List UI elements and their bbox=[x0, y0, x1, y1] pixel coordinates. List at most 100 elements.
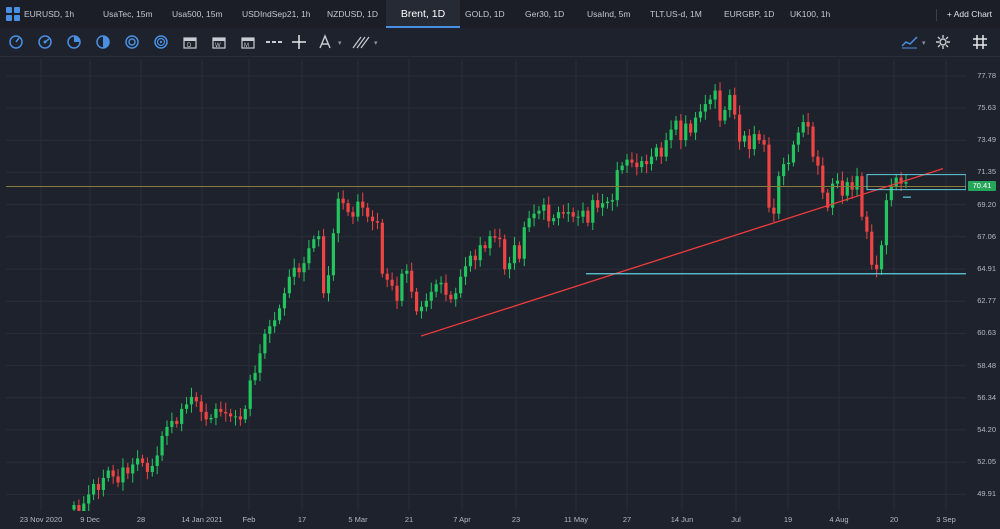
candle-body bbox=[292, 267, 296, 277]
y-tick-label: 60.63 bbox=[977, 328, 996, 338]
pie-icon[interactable] bbox=[64, 32, 84, 52]
tab-9[interactable]: TLT.US-d, 1M bbox=[650, 9, 702, 19]
y-tick-label: 54.20 bbox=[977, 424, 996, 434]
candle-body bbox=[248, 380, 252, 409]
candle-body bbox=[439, 282, 443, 285]
crosshair-icon[interactable] bbox=[289, 32, 309, 52]
tab-1[interactable]: UsaTec, 15m bbox=[103, 9, 153, 19]
candle-body bbox=[214, 408, 218, 418]
candle-body bbox=[77, 504, 81, 511]
candle-body bbox=[454, 293, 458, 300]
x-tick-label: 7 Apr bbox=[453, 515, 471, 524]
candle-body bbox=[679, 120, 683, 141]
tab-0[interactable]: EURUSD, 1h bbox=[24, 9, 75, 19]
candle-body bbox=[879, 245, 884, 270]
candle-body bbox=[566, 212, 570, 214]
tab-4[interactable]: NZDUSD, 1D bbox=[327, 9, 379, 19]
candle-body bbox=[370, 216, 375, 222]
crosshair-circle-icon[interactable] bbox=[6, 32, 26, 52]
target-icon[interactable] bbox=[122, 32, 142, 52]
candle-body bbox=[796, 132, 800, 145]
candle-body bbox=[82, 503, 86, 511]
candle-body bbox=[140, 458, 145, 463]
candle-body bbox=[253, 372, 257, 381]
candle-body bbox=[630, 159, 634, 163]
candle-body bbox=[649, 156, 654, 165]
candle-body bbox=[199, 401, 203, 412]
settings-gear-icon[interactable] bbox=[933, 32, 953, 52]
candle-body bbox=[131, 464, 135, 474]
tab-10[interactable]: EURGBP, 1D bbox=[724, 9, 775, 19]
candlestick-chart[interactable] bbox=[6, 59, 966, 511]
letter-a-icon[interactable] bbox=[315, 32, 335, 52]
y-tick-label: 56.34 bbox=[977, 392, 996, 402]
candle-body bbox=[224, 411, 228, 414]
candle-body bbox=[116, 476, 120, 483]
tab-11[interactable]: UK100, 1h bbox=[790, 9, 831, 19]
line-series-icon[interactable] bbox=[900, 32, 920, 52]
candle-body bbox=[899, 177, 903, 184]
candle-body bbox=[277, 308, 282, 321]
chart-toolbar: D W M ▾ ▾ ▾ bbox=[0, 28, 1000, 57]
tab-2[interactable]: Usa500, 15m bbox=[172, 9, 223, 19]
chevron-down-icon[interactable]: ▾ bbox=[374, 40, 378, 47]
candle-body bbox=[503, 239, 507, 270]
x-tick-label: 23 bbox=[511, 515, 521, 524]
candle-body bbox=[434, 284, 438, 292]
tab-3[interactable]: USDIndSep21, 1h bbox=[242, 9, 311, 19]
candle-body bbox=[170, 420, 174, 427]
drawing-lines-icon[interactable] bbox=[351, 32, 371, 52]
candle-body bbox=[767, 144, 771, 208]
candle-body bbox=[703, 104, 707, 112]
candle-body bbox=[380, 222, 384, 274]
candle-body bbox=[659, 147, 663, 157]
candle-body bbox=[742, 135, 747, 142]
candle-body bbox=[463, 266, 468, 277]
x-tick-label: 19 bbox=[783, 515, 793, 524]
tab-8[interactable]: UsaInd, 5m bbox=[587, 9, 631, 19]
candle-body bbox=[664, 140, 668, 157]
x-tick-label: 17 bbox=[297, 515, 307, 524]
candle-body bbox=[713, 90, 717, 100]
candle-body bbox=[136, 458, 140, 465]
add-chart-button[interactable]: + Add Chart bbox=[946, 9, 992, 19]
gauge-icon[interactable] bbox=[35, 32, 55, 52]
tab-5[interactable]: Brent, 1D bbox=[386, 0, 460, 28]
candle-body bbox=[302, 263, 306, 273]
candle-body bbox=[738, 114, 742, 142]
candle-body bbox=[552, 218, 556, 222]
candle-body bbox=[405, 270, 409, 274]
candle-body bbox=[351, 212, 355, 217]
candle-body bbox=[777, 176, 781, 214]
candle-body bbox=[561, 212, 566, 214]
dashes-icon[interactable] bbox=[265, 32, 285, 52]
chevron-down-icon[interactable]: ▾ bbox=[338, 40, 342, 47]
candle-body bbox=[72, 504, 76, 510]
candle-body bbox=[576, 216, 580, 218]
candle-body bbox=[507, 263, 512, 270]
tab-7[interactable]: Ger30, 1D bbox=[525, 9, 565, 19]
candle-body bbox=[478, 245, 482, 261]
layout-grid-icon[interactable] bbox=[6, 7, 20, 21]
hash-grid-icon[interactable] bbox=[970, 32, 990, 52]
tab-6[interactable]: GOLD, 1D bbox=[465, 9, 505, 19]
candle-body bbox=[791, 144, 796, 163]
candle-body bbox=[91, 483, 96, 495]
y-tick-label: 71.35 bbox=[977, 167, 996, 177]
calendar-m-icon[interactable]: M bbox=[238, 32, 258, 52]
price-axis: 77.78 75.63 73.49 71.35 69.20 67.06 64.91 62.77… bbox=[966, 56, 1000, 529]
chevron-down-icon[interactable]: ▾ bbox=[922, 40, 926, 47]
candle-body bbox=[229, 413, 233, 417]
candle-body bbox=[532, 213, 536, 219]
candle-body bbox=[336, 198, 340, 234]
candle-body bbox=[581, 210, 585, 217]
y-tick-label: 49.91 bbox=[977, 489, 996, 499]
x-tick-label: 28 bbox=[136, 515, 146, 524]
candle-body bbox=[640, 161, 644, 168]
candle-body bbox=[268, 326, 272, 334]
chart-tab-bar: EURUSD, 1h UsaTec, 15m Usa500, 15m USDIndSe… bbox=[0, 0, 1000, 29]
calendar-w-icon[interactable]: W bbox=[209, 32, 229, 52]
half-circle-icon[interactable] bbox=[93, 32, 113, 52]
calendar-icon[interactable]: D bbox=[180, 32, 200, 52]
rings-icon[interactable] bbox=[151, 32, 171, 52]
